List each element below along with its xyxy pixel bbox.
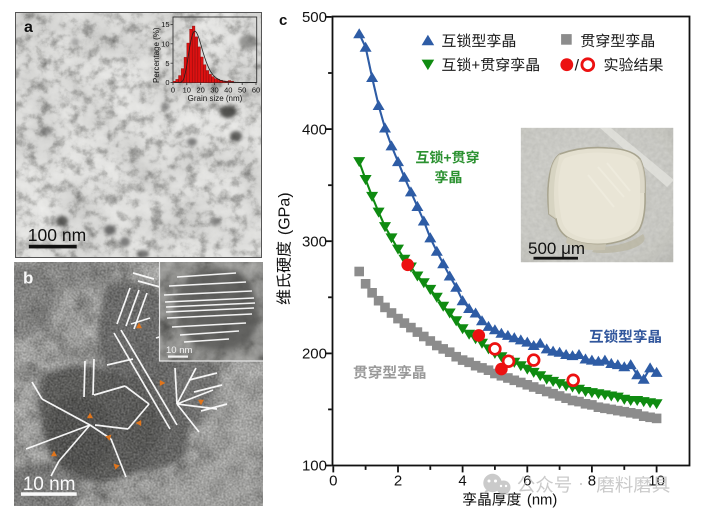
svg-text:60: 60: [252, 86, 260, 95]
svg-text:+: +: [443, 149, 451, 165]
svg-text:·: ·: [578, 473, 584, 493]
svg-text:20: 20: [197, 86, 205, 95]
svg-text:10: 10: [183, 86, 191, 95]
svg-text:2: 2: [394, 473, 402, 490]
svg-text:a: a: [24, 19, 33, 36]
svg-text:500 μm: 500 μm: [528, 239, 585, 258]
svg-text:300: 300: [302, 233, 327, 250]
svg-text:6: 6: [523, 473, 531, 490]
svg-text:200: 200: [302, 346, 327, 363]
svg-text:Grain size (nm): Grain size (nm): [188, 94, 243, 103]
svg-text:50: 50: [238, 86, 246, 95]
svg-text:10 nm: 10 nm: [23, 474, 76, 495]
svg-text:10: 10: [161, 39, 169, 48]
svg-text:0: 0: [329, 473, 337, 490]
svg-text:+: +: [471, 57, 480, 74]
svg-text:8: 8: [588, 473, 596, 490]
svg-text:(nm): (nm): [527, 493, 557, 509]
svg-text:10 nm: 10 nm: [166, 345, 192, 356]
svg-text:400: 400: [302, 121, 327, 138]
svg-text:100 nm: 100 nm: [28, 225, 86, 245]
svg-text:Percentage (%): Percentage (%): [152, 27, 161, 83]
svg-text:(GPa): (GPa): [277, 192, 294, 235]
svg-text:500: 500: [302, 9, 327, 26]
svg-text:/: /: [575, 57, 580, 74]
svg-text:100: 100: [302, 458, 327, 475]
svg-text:c: c: [279, 12, 287, 29]
svg-text:b: b: [23, 269, 33, 288]
svg-text:5: 5: [165, 59, 169, 68]
svg-text:0: 0: [165, 78, 169, 87]
svg-text:0: 0: [171, 86, 175, 95]
svg-text:15: 15: [161, 20, 169, 29]
svg-text:40: 40: [224, 86, 232, 95]
svg-text:4: 4: [458, 473, 466, 490]
svg-text:30: 30: [210, 86, 218, 95]
